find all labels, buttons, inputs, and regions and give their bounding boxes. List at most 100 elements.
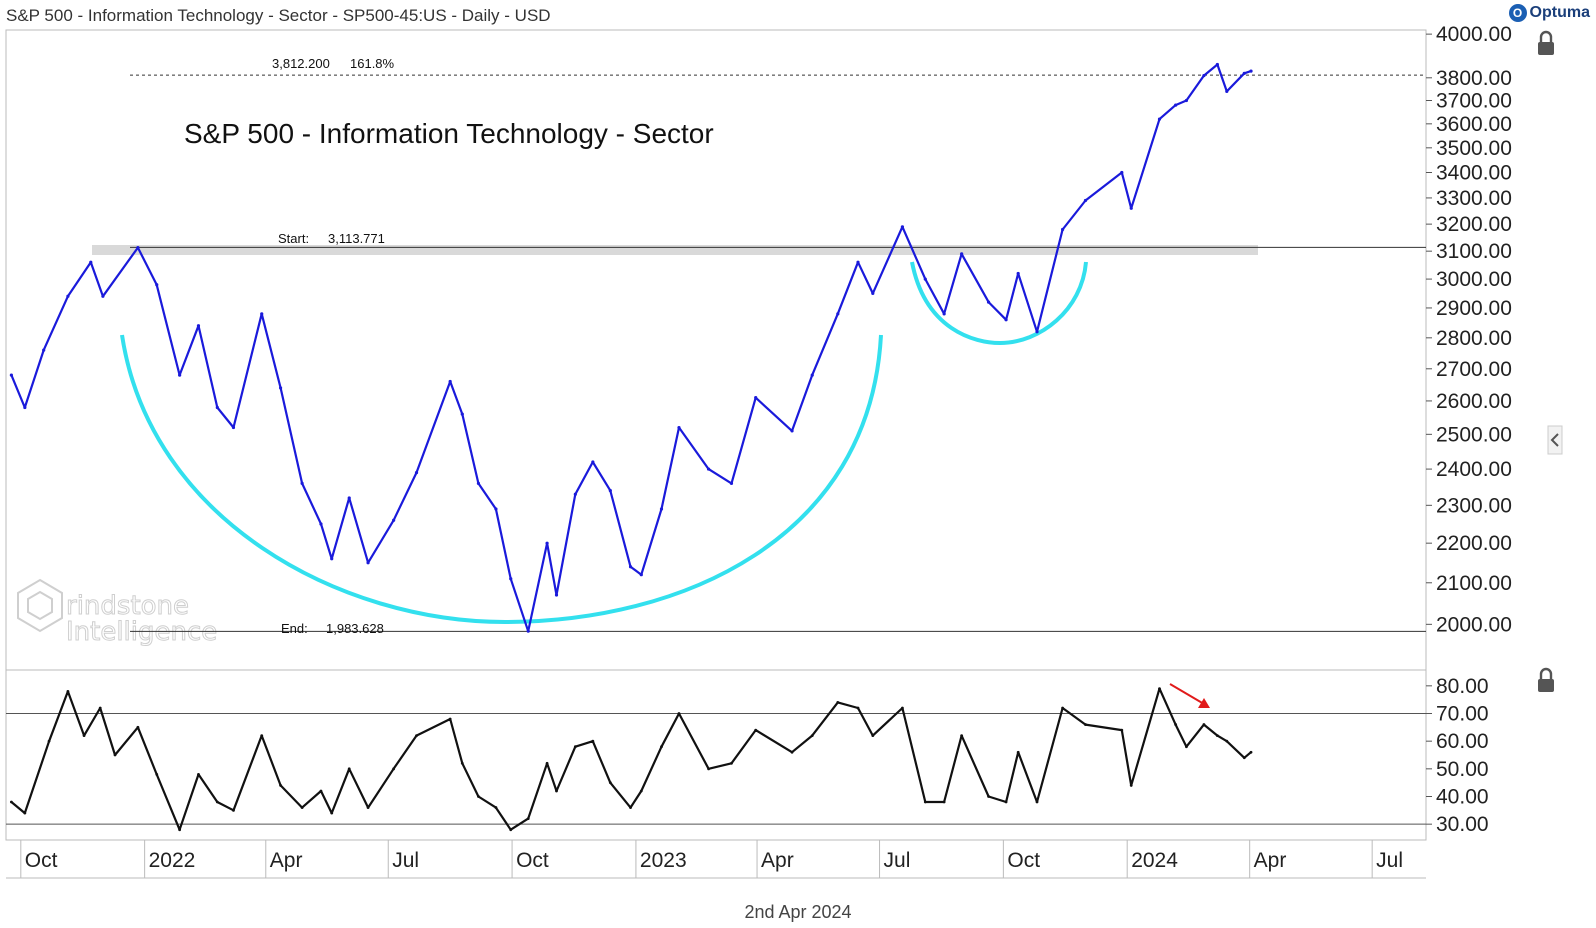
price-point: [260, 312, 264, 316]
rsi-point: [460, 761, 464, 765]
optuma-logo-icon: O: [1508, 4, 1527, 22]
rsi-lock-icon[interactable]: [1538, 667, 1554, 692]
rsi-point: [1035, 800, 1039, 804]
price-point: [1184, 98, 1189, 103]
price-point: [836, 312, 840, 316]
price-y-tick-label: 3600.00: [1436, 113, 1512, 136]
price-point: [900, 225, 905, 229]
price-y-tick-label: 4000.00: [1436, 23, 1512, 46]
rsi-point: [707, 767, 710, 771]
price-point: [414, 471, 419, 475]
rsi-y-tick-label: 80.00: [1436, 675, 1489, 698]
handle-arc: [910, 261, 1088, 346]
fib-value-label: 3,812.200: [272, 56, 330, 71]
chart-title: S&P 500 - Information Technology - Secto…: [184, 118, 714, 149]
watermark-line1: rindstone: [66, 591, 189, 621]
price-point: [942, 312, 946, 316]
x-tick-label: Oct: [1007, 849, 1040, 872]
price-point: [677, 425, 681, 430]
price-point: [1083, 198, 1088, 203]
end-label: End:: [281, 621, 308, 636]
rsi-point: [608, 781, 612, 785]
price-point: [729, 481, 734, 485]
cup-arc: [120, 334, 883, 625]
optuma-logo-text: Optuma: [1529, 4, 1590, 21]
price-point: [101, 294, 105, 298]
price-point: [986, 300, 991, 304]
rsi-point: [629, 806, 632, 809]
panel-collapse-chevron-icon[interactable]: [1547, 425, 1563, 455]
rsi-panel-frame: [5, 669, 1427, 841]
price-point: [231, 425, 236, 430]
price-point: [923, 277, 927, 281]
rsi-point: [197, 772, 200, 776]
rsi-point: [215, 800, 219, 804]
price-point: [448, 379, 452, 384]
rsi-point: [98, 706, 102, 710]
price-point: [1215, 62, 1219, 67]
price-point: [659, 507, 664, 511]
rsi-point: [1249, 750, 1253, 754]
x-tick-label: Jul: [1376, 849, 1403, 872]
watermark-line2: Intelligence: [66, 617, 217, 647]
rsi-point: [639, 789, 643, 793]
price-point: [1016, 271, 1020, 276]
rsi-point: [260, 734, 264, 738]
price-point: [1120, 170, 1124, 175]
price-point: [526, 629, 530, 633]
rsi-point: [66, 689, 70, 693]
divergence-arrow: [1169, 683, 1205, 705]
price-point: [89, 260, 93, 264]
price-point: [608, 489, 612, 493]
price-y-tick-label: 2900.00: [1436, 297, 1512, 320]
price-point: [42, 348, 46, 352]
price-point: [347, 496, 351, 500]
rsi-point: [987, 795, 990, 798]
rsi-y-tick-label: 50.00: [1436, 758, 1489, 781]
rsi-point: [591, 739, 595, 743]
rsi-point: [836, 701, 840, 704]
price-y-tick-label: 3100.00: [1436, 240, 1512, 263]
price-point: [545, 541, 549, 545]
optuma-logo: O Optuma: [1508, 4, 1590, 22]
rsi-point: [1215, 734, 1219, 738]
rsi-y-tick-label: 40.00: [1436, 786, 1489, 809]
price-point: [509, 577, 513, 581]
rsi-point: [1158, 687, 1161, 690]
rsi-point: [178, 828, 182, 832]
rsi-point: [347, 767, 351, 771]
rsi-point: [960, 734, 964, 738]
rsi-point: [1185, 745, 1188, 749]
price-y-tick-label: 2200.00: [1436, 532, 1512, 555]
x-tick-label: 2023: [640, 849, 687, 872]
rsi-point: [47, 739, 51, 743]
price-point: [573, 492, 577, 496]
rsi-point: [300, 806, 304, 809]
x-tick-label: Apr: [270, 849, 303, 872]
price-y-tick-label: 3400.00: [1436, 162, 1512, 185]
rsi-y-tick-label: 30.00: [1436, 813, 1489, 836]
price-y-tick-label: 3700.00: [1436, 90, 1512, 113]
fib-pct-label: 161.8%: [350, 56, 395, 71]
watermark-logo-icon: [17, 578, 63, 633]
price-point: [460, 412, 464, 416]
price-point: [494, 507, 498, 511]
chart-date-footer: 2nd Apr 2024: [744, 902, 852, 922]
price-point: [366, 561, 370, 565]
rsi-point: [366, 806, 370, 809]
end-value-label: 1,983.628: [326, 621, 384, 636]
rsi-point: [494, 806, 498, 809]
rsi-point: [279, 784, 282, 787]
price-point: [1225, 89, 1229, 93]
price-y-tick-label: 2400.00: [1436, 458, 1512, 481]
x-tick-label: Jul: [884, 849, 911, 872]
price-point: [319, 522, 323, 526]
price-y-tick-label: 2500.00: [1436, 423, 1512, 446]
watermark: rindstone Intelligence: [17, 578, 218, 648]
price-lock-icon[interactable]: [1538, 30, 1554, 55]
rsi-point: [232, 808, 235, 812]
price-y-tick-label: 3800.00: [1436, 67, 1512, 90]
x-tick-label: 2024: [1131, 849, 1178, 872]
rsi-series-layer: [9, 687, 1253, 832]
